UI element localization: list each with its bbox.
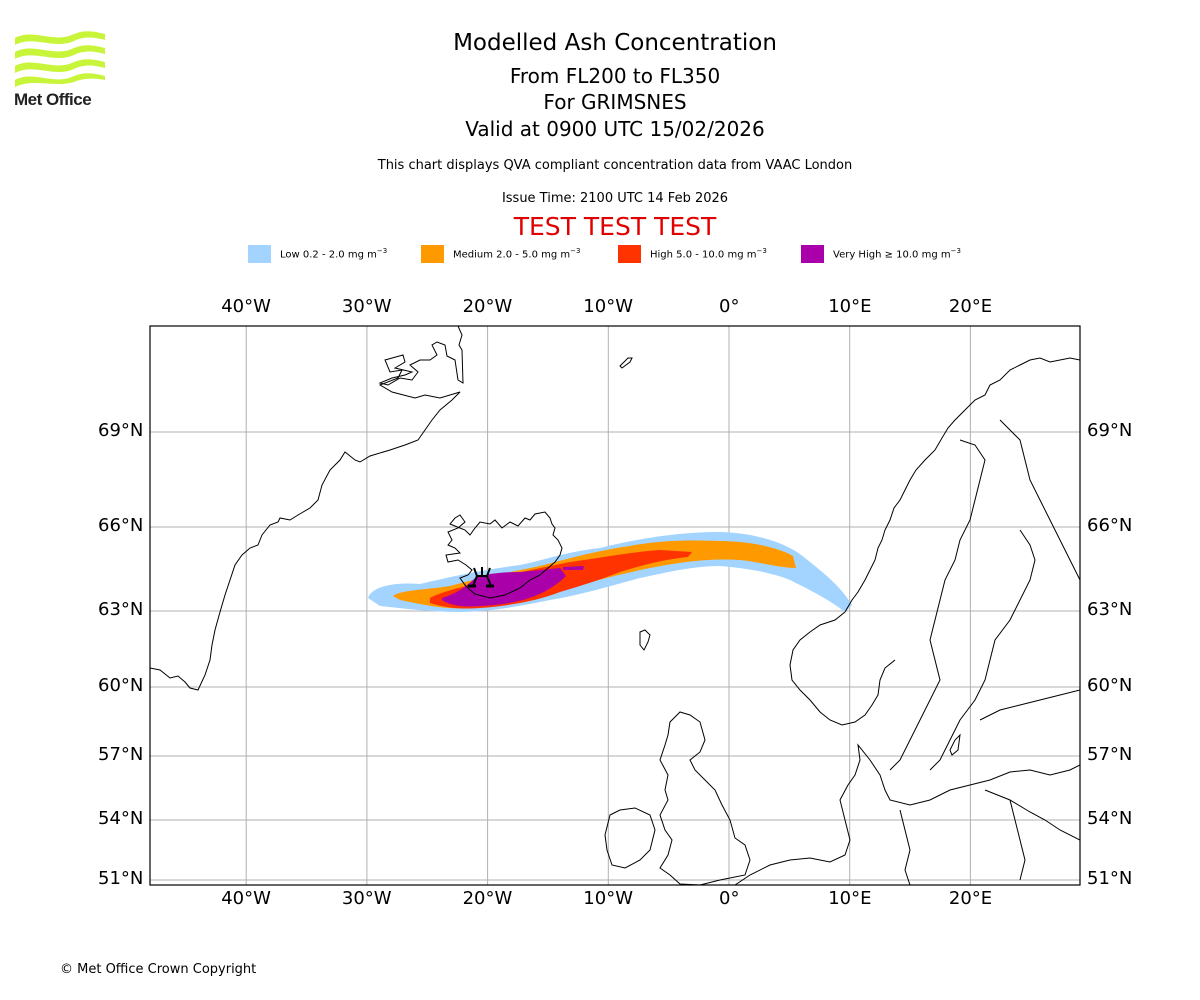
test-banner: TEST TEST TEST [513,212,717,241]
lon-label-bottom: 40°W [221,888,271,909]
legend-item-medium: Medium 2.0 - 5.0 mg m−3 [421,244,580,264]
border-eastern-europe [979,689,1080,721]
map-frame [149,325,1081,886]
coastlines [150,326,1080,885]
legend-label-very-high: Very High ≥ 10.0 mg m−3 [833,247,961,261]
issue-time: Issue Time: 2100 UTC 14 Feb 2026 [501,191,729,206]
flight-level-range: From FL200 to FL350 [509,64,721,88]
coastline-continent [734,743,1080,885]
lon-label-top: 40°W [221,296,271,317]
legend-label-low: Low 0.2 - 2.0 mg m−3 [280,247,388,261]
legend-item-high: High 5.0 - 10.0 mg m−3 [618,244,767,264]
met-office-logo: Met Office [14,30,106,112]
lat-label-right: 60°N [1087,675,1133,696]
legend-item-very-high: Very High ≥ 10.0 mg m−3 [801,244,961,264]
lon-label-top: 20°W [462,296,513,317]
lon-label-bottom: 20°E [948,888,993,909]
coastline-sweden-east [929,529,1036,771]
lon-label-bottom: 10°E [828,888,872,909]
volcano-icon [468,567,494,588]
coastline-great-britain [659,711,751,885]
lon-label-top: 20°E [948,296,993,317]
border-poland-east [1009,799,1026,881]
lat-label-left: 63°N [98,599,144,620]
lon-label-top: 30°W [341,296,392,317]
legend-swatch-high [618,245,641,263]
border-sweden-norway [889,439,986,771]
chart-title: Modelled Ash Concentration [453,30,777,56]
coastline-jan-mayen [619,357,633,369]
lon-label-bottom: 30°W [341,888,392,909]
coastline-greenland [150,326,464,691]
border-germany-poland [899,809,911,885]
lat-label-left: 51°N [98,868,144,889]
logo-text: Met Office [14,90,92,109]
lat-label-right: 51°N [1087,868,1133,889]
ash-very-high-patch [563,566,584,570]
lat-label-right: 54°N [1087,808,1133,829]
valid-time: Valid at 0900 UTC 15/02/2026 [465,117,765,141]
legend-label-high: High 5.0 - 10.0 mg m−3 [650,247,767,261]
lon-label-top: 0° [719,296,740,317]
data-source-note: This chart displays QVA compliant concen… [377,158,853,173]
coastline-norway [844,357,1080,613]
lon-label-bottom: 20°W [462,888,513,909]
lon-label-bottom: 0° [719,888,740,909]
coastline-faroe [639,629,651,651]
coastline-iceland [445,511,563,599]
lon-label-top: 10°W [583,296,633,317]
legend-swatch-medium [421,245,444,263]
coastline-finland [999,419,1080,581]
volcano-name: For GRIMSNES [543,90,687,114]
lat-label-left: 69°N [98,420,144,441]
logo-waves-icon [15,31,105,87]
legend-item-low: Low 0.2 - 2.0 mg m−3 [248,244,387,264]
lat-label-right: 66°N [1087,515,1133,536]
coastline-ireland [604,807,656,869]
legend-swatch-very-high [801,245,824,263]
border-baltics [984,789,1080,841]
lon-label-top: 10°E [828,296,872,317]
lat-label-left: 66°N [98,515,144,536]
legend-label-medium: Medium 2.0 - 5.0 mg m−3 [453,247,581,261]
legend-swatch-low [248,245,271,263]
lat-label-left: 60°N [98,675,144,696]
lat-label-right: 57°N [1087,744,1133,765]
lat-label-right: 63°N [1087,599,1133,620]
legend: Low 0.2 - 2.0 mg m−3 Medium 2.0 - 5.0 mg… [248,244,1008,264]
lon-label-bottom: 10°W [583,888,633,909]
lat-label-right: 69°N [1087,420,1133,441]
lat-label-left: 57°N [98,744,144,765]
gridlines [150,326,1080,885]
coastline-gotland [949,733,961,756]
lat-label-left: 54°N [98,808,144,829]
copyright-notice: © Met Office Crown Copyright [60,962,257,977]
coastline-norway-south [789,611,896,726]
map-background [150,326,1080,885]
